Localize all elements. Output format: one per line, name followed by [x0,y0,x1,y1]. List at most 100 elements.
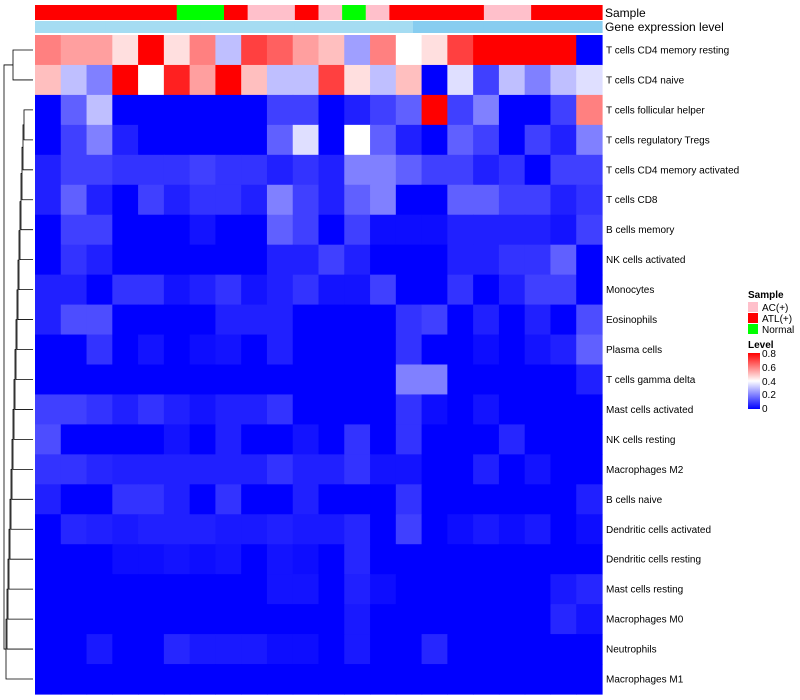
heatmap-cell [60,154,88,186]
heatmap-cell [395,304,423,336]
heatmap-cell [86,664,113,695]
gene-annot-cell-15 [389,21,414,33]
level-colorbar [748,353,760,409]
heatmap-cell [447,544,474,575]
sample-annotation-label: Sample [605,6,646,20]
heatmap-cell [35,544,62,575]
heatmap-cell [344,184,371,216]
heatmap-cell [576,214,603,246]
heatmap-cell [318,64,345,96]
heatmap-cell [112,364,139,396]
heatmap-cell [576,634,603,665]
heatmap-cell [498,514,526,545]
row-label: T cells CD4 naive [606,75,685,86]
heatmap-cell [241,244,268,276]
heatmap-cell [421,634,448,665]
heatmap-cell [215,514,242,545]
heatmap-cell [370,424,397,455]
heatmap-cell [60,514,88,545]
heatmap-cell [421,154,448,186]
level-tick-0.2: 0.2 [762,390,776,401]
heatmap-cell [447,124,474,156]
heatmap-cell [86,574,113,605]
heatmap-cell [447,244,474,276]
heatmap-cell [86,394,113,425]
heatmap-cell [138,664,165,695]
heatmap-cell [550,424,577,455]
heatmap-cell [524,514,552,545]
heatmap-cell [138,94,165,126]
gene-annot-cell-18 [460,21,485,33]
heatmap-cell [86,364,113,396]
heatmap-cell [370,484,397,515]
sample-annot-cell-3 [105,5,131,20]
heatmap-cell [395,274,423,306]
heatmap-cell [241,334,268,366]
heatmap-cell [498,274,526,306]
heatmap-cell [60,574,88,605]
heatmap-cell [266,334,294,366]
heatmap-cell [112,244,139,276]
heatmap-cell [86,514,113,545]
heatmap-cell [60,94,88,126]
sample-annot-cell-10 [271,5,296,20]
heatmap-cell [189,484,217,515]
heatmap-cell [112,484,139,515]
heatmap-cell [550,514,577,545]
heatmap-cell [576,364,603,396]
heatmap-cell [241,634,268,665]
heatmap-cell [370,274,397,306]
heatmap-cell [576,124,603,156]
heatmap-cell [473,274,500,306]
sample-annot-cell-11 [294,5,320,20]
heatmap-cell [395,514,423,545]
heatmap-cell [498,394,526,425]
heatmap-cell [498,64,526,96]
heatmap-cell [163,244,191,276]
heatmap-cell [112,94,139,126]
heatmap-cell [189,574,217,605]
heatmap-cell [35,634,62,665]
heatmap-cell [215,664,242,695]
heatmap-cell [241,94,268,126]
heatmap-cell [447,634,474,665]
heatmap-cell [292,424,320,455]
heatmap-cell [344,124,371,156]
heatmap-cell [292,94,320,126]
heatmap-cell [550,574,577,605]
heatmap-cell [292,634,320,665]
heatmap-cell [266,364,294,396]
heatmap-cell [60,484,88,515]
heatmap-cell [215,274,242,306]
heatmap-cell [576,604,603,635]
heatmap-cell [421,424,448,455]
heatmap-cell [447,424,474,455]
heatmap-cell [498,94,526,126]
heatmap-cell [421,334,448,366]
row-label: Eosinophils [606,315,657,326]
heatmap-cell [550,94,577,126]
heatmap-cell [550,304,577,336]
sample-annot-cell-5 [153,5,178,20]
heatmap-cell [550,214,577,246]
heatmap-cell [292,154,320,186]
level-tick-0.8: 0.8 [762,349,776,360]
sample-annot-cell-20 [507,5,532,20]
heatmap-cell [112,214,139,246]
heatmap-cell [318,514,345,545]
sample-annot-cell-16 [413,5,438,20]
heatmap-cell [576,454,603,485]
heatmap-cell [86,544,113,575]
heatmap-cell [524,364,552,396]
heatmap-cell [60,214,88,246]
heatmap-cell [370,604,397,635]
heatmap-cell [266,184,294,216]
heatmap-cell [292,574,320,605]
heatmap-cell [576,514,603,545]
heatmap-cell [395,634,423,665]
heatmap-cell [266,124,294,156]
heatmap-cell [35,604,62,635]
heatmap-cell [344,304,371,336]
heatmap-cell [138,394,165,425]
heatmap-cell [189,35,217,66]
